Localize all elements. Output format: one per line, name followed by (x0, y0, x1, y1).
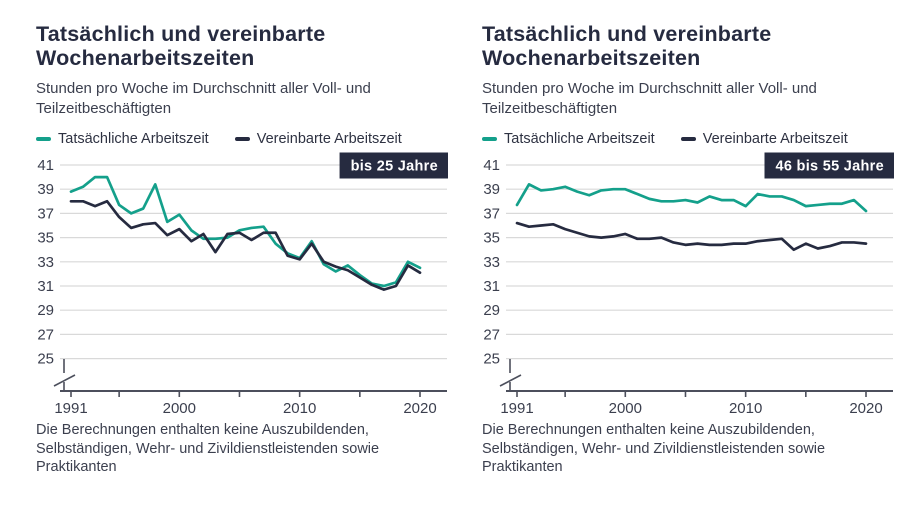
y-axis-tick-label: 39 (37, 181, 54, 198)
legend-label: Tatsächliche Arbeitszeit (504, 131, 655, 148)
chart-title-line1: Tatsächlich und vereinbarte (36, 22, 326, 46)
chart-subtitle: Stunden pro Woche im Durchschnitt aller … (36, 80, 371, 117)
chart-legend: Tatsächliche Arbeitszeit Vereinbarte Arb… (482, 131, 900, 147)
y-axis-tick-label: 27 (483, 327, 500, 344)
legend-dash-icon (680, 137, 696, 141)
series-line-agreed (515, 221, 868, 252)
age-group-badge (339, 152, 448, 179)
age-group-badge-label: 46 bis 55 Jahre (776, 159, 885, 175)
legend-item-actual: Tatsächliche Arbeitszeit (36, 131, 209, 147)
y-axis-tick-label: 37 (37, 206, 54, 223)
x-axis-tick-label: 2000 (609, 400, 642, 417)
age-group-badge-label: bis 25 Jahre (351, 159, 438, 175)
y-axis-tick-label: 27 (37, 327, 54, 344)
y-axis-tick-label: 33 (483, 254, 500, 271)
x-axis-tick-label: 2000 (163, 400, 196, 417)
y-axis-tick-label: 41 (483, 157, 500, 174)
chart-title: Tatsächlich und vereinbarte Wochenarbeit… (36, 22, 454, 70)
chart-title: Tatsächlich und vereinbarte Wochenarbeit… (482, 22, 900, 70)
y-axis-tick-label: 35 (37, 230, 54, 247)
chart-panel-46-bis-55-jahre: Tatsächlich und vereinbarte Wochenarbeit… (480, 14, 900, 477)
y-axis-tick-label: 25 (37, 351, 54, 368)
x-axis-tick-label: 2010 (729, 400, 762, 417)
charts-row: Tatsächlich und vereinbarte Wochenarbeit… (34, 14, 900, 477)
legend-label: Tatsächliche Arbeitszeit (58, 131, 209, 148)
axis-break-icon (499, 359, 522, 392)
legend-item-actual: Tatsächliche Arbeitszeit (482, 131, 655, 147)
y-axis-tick-label: 31 (483, 278, 500, 295)
y-axis-tick-label: 25 (483, 351, 500, 368)
chart-legend: Tatsächliche Arbeitszeit Vereinbarte Arb… (36, 131, 454, 147)
y-axis-tick-label: 29 (37, 302, 54, 319)
x-axis-tick-label: 2010 (283, 400, 316, 417)
chart-title-line1: Tatsächlich und vereinbarte (482, 22, 772, 46)
age-group-badge (764, 152, 894, 179)
y-axis-tick-label: 37 (483, 206, 500, 223)
y-axis-tick-label: 41 (37, 157, 54, 174)
legend-label: Vereinbarte Arbeitszeit (702, 131, 848, 148)
chart-footnote: Die Berechnungen enthalten keine Auszubi… (482, 422, 826, 476)
line-chart-bis-25-jahre: 41 39 37 35 33 31 29 27 25 1991 2000 2010 2020 bis 25… (37, 152, 448, 417)
legend-label: Vereinbarte Arbeitszeit (256, 131, 402, 148)
legend-dash-icon (36, 137, 51, 141)
axis-break-icon (53, 359, 76, 392)
y-axis-tick-label: 31 (37, 278, 54, 295)
legend-dash-icon (234, 137, 250, 141)
series-line-actual (515, 183, 868, 213)
legend-item-agreed: Vereinbarte Arbeitszeit (234, 131, 402, 148)
chart-footnote: Die Berechnungen enthalten keine Auszubi… (36, 422, 380, 476)
y-axis-tick-label: 35 (483, 230, 500, 247)
series-line-agreed (69, 200, 422, 292)
chart-title-line2: Wochenarbeitszeiten (36, 46, 255, 71)
legend-item-agreed: Vereinbarte Arbeitszeit (680, 131, 848, 148)
chart-title-line2: Wochenarbeitszeiten (482, 46, 701, 71)
x-axis-tick-label: 2020 (849, 400, 882, 417)
y-axis-tick-label: 39 (483, 181, 500, 198)
x-axis-tick-label: 1991 (500, 400, 533, 417)
y-axis-tick-label: 29 (483, 302, 500, 319)
series-line-actual (69, 175, 422, 288)
line-chart-46-bis-55-jahre: 41 39 37 35 33 31 29 27 25 1991 2000 2010 2020 46 bis… (483, 152, 894, 417)
y-axis-tick-label: 33 (37, 254, 54, 271)
x-axis-tick-label: 2020 (403, 400, 436, 417)
legend-dash-icon (482, 137, 497, 141)
chart-panel-bis-25-jahre: Tatsächlich und vereinbarte Wochenarbeit… (34, 14, 454, 477)
x-axis-tick-label: 1991 (54, 400, 87, 417)
chart-subtitle: Stunden pro Woche im Durchschnitt aller … (482, 80, 817, 117)
